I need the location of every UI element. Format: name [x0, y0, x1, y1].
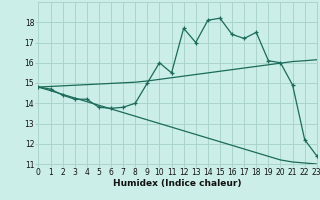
X-axis label: Humidex (Indice chaleur): Humidex (Indice chaleur) — [113, 179, 242, 188]
